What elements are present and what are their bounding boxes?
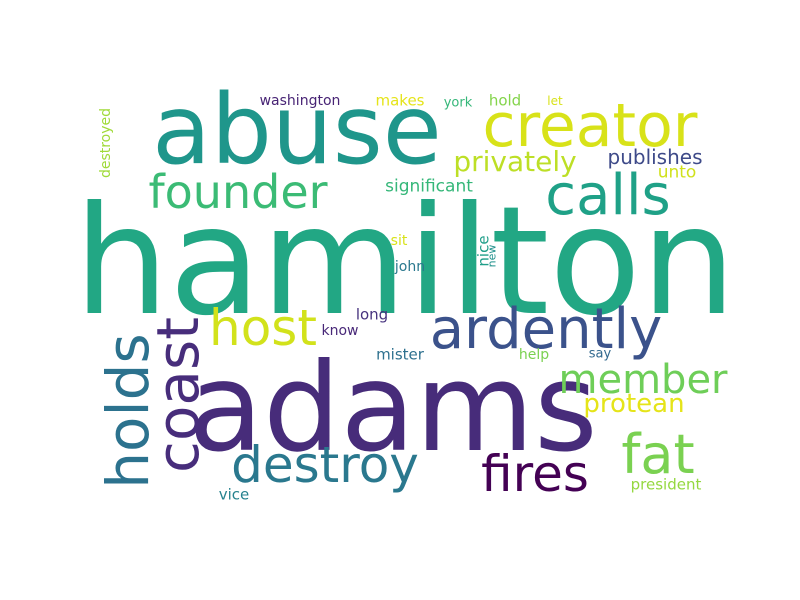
word-destroy: destroy	[231, 436, 419, 494]
word-hamilton: hamilton	[73, 175, 737, 349]
word-washington: washington	[259, 93, 341, 109]
word-member: member	[558, 357, 728, 403]
word-know: know	[321, 323, 359, 339]
word-york: york	[443, 95, 473, 111]
word-publishes: publishes	[607, 145, 703, 169]
word-say: say	[588, 346, 612, 362]
word-adams: adams	[188, 337, 598, 479]
word-makes: makes	[375, 91, 425, 110]
word-abuse: abuse	[152, 74, 442, 186]
word-creator: creator	[482, 91, 698, 161]
word-vice: vice	[218, 485, 250, 504]
word-fat: fat	[621, 423, 695, 486]
word-john: john	[394, 259, 426, 275]
word-destroyed: destroyed	[98, 107, 114, 179]
word-long: long	[355, 305, 389, 324]
word-coast: coast	[144, 317, 212, 473]
word-privately: privately	[453, 145, 577, 178]
word-new: new	[485, 244, 499, 268]
word-protean: protean	[583, 389, 685, 419]
word-let: let	[547, 94, 563, 108]
word-significant: significant	[385, 176, 473, 197]
word-founder: founder	[148, 165, 328, 219]
word-mister: mister	[376, 345, 424, 364]
word-unto: unto	[657, 162, 697, 183]
word-host: host	[209, 299, 317, 357]
word-hold: hold	[488, 91, 522, 110]
word-president: president	[630, 475, 702, 494]
word-help: help	[518, 347, 550, 363]
word-ardently: ardently	[429, 297, 663, 362]
word-calls: calls	[545, 163, 671, 228]
word-fires: fires	[481, 445, 589, 503]
word-sit: sit	[390, 233, 408, 249]
